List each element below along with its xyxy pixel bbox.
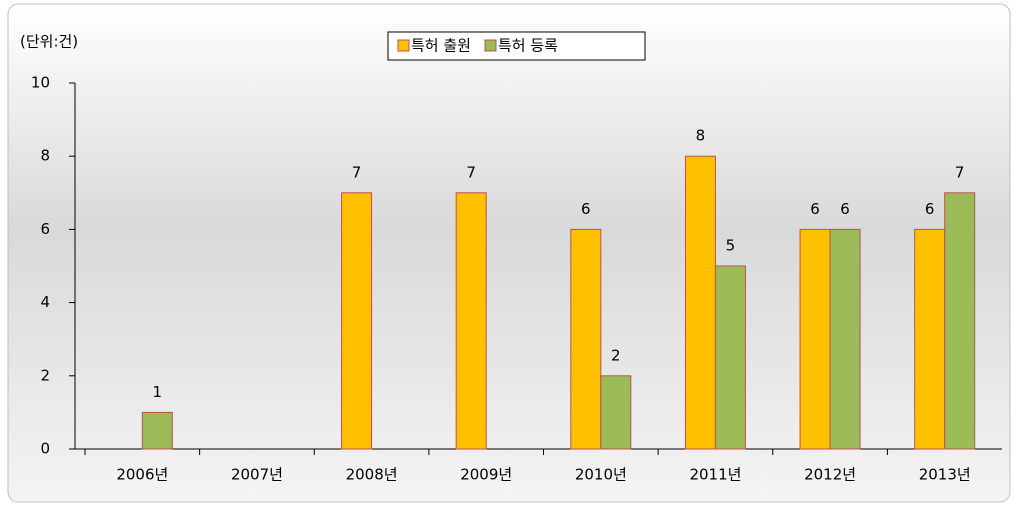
- bar: [944, 192, 976, 450]
- data-label: 7: [955, 163, 965, 181]
- bar: [914, 228, 946, 450]
- data-label: 6: [925, 200, 935, 218]
- x-tick-label: 2009년: [460, 466, 512, 484]
- data-label: 7: [352, 163, 362, 181]
- bar: [829, 228, 861, 450]
- x-tick-label: 2006년: [116, 466, 168, 484]
- legend-label: 특허 등록: [498, 37, 558, 55]
- x-tick-label: 2011년: [689, 466, 741, 484]
- y-tick-label: 10: [31, 74, 50, 92]
- x-tick-label: 2008년: [346, 466, 398, 484]
- data-label: 8: [696, 127, 706, 145]
- chart-background: [7, 3, 1011, 503]
- legend-box: [387, 31, 646, 61]
- data-label: 6: [581, 200, 591, 218]
- x-tick-label: 2013년: [919, 466, 971, 484]
- bar: [455, 192, 487, 450]
- data-label: 5: [726, 237, 736, 255]
- bar: [600, 375, 632, 450]
- bar: [570, 228, 602, 450]
- legend-label: 특허 출원: [411, 37, 471, 55]
- bar: [799, 228, 831, 450]
- unit-label: (단위:건): [20, 33, 78, 51]
- x-tick-label: 2010년: [575, 466, 627, 484]
- y-tick-label: 0: [40, 440, 50, 458]
- bar: [714, 265, 746, 450]
- data-label: 6: [810, 200, 820, 218]
- data-label: 2: [611, 346, 621, 364]
- y-tick-label: 4: [40, 293, 50, 311]
- y-tick-label: 2: [40, 366, 50, 384]
- legend-swatch: [484, 39, 497, 52]
- y-tick-label: 8: [40, 147, 50, 165]
- bar: [684, 155, 716, 450]
- y-tick-label: 6: [40, 220, 50, 238]
- x-tick-label: 2012년: [804, 466, 856, 484]
- data-label: 1: [153, 383, 163, 401]
- bar: [141, 411, 173, 450]
- data-label: 6: [840, 200, 850, 218]
- data-label: 7: [466, 163, 476, 181]
- legend-swatch: [397, 39, 410, 52]
- x-tick-label: 2007년: [231, 466, 283, 484]
- bar: [341, 192, 373, 450]
